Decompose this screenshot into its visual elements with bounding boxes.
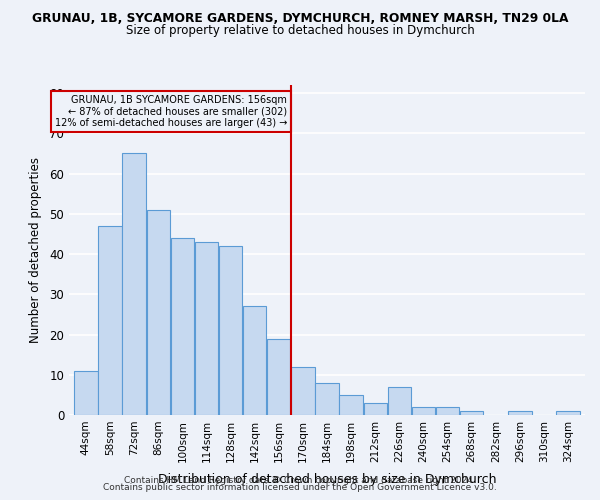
Bar	[388, 387, 411, 415]
Text: Contains public sector information licensed under the Open Government Licence v3: Contains public sector information licen…	[103, 484, 497, 492]
Bar	[74, 370, 98, 415]
Y-axis label: Number of detached properties: Number of detached properties	[29, 157, 43, 343]
Bar	[460, 411, 484, 415]
Bar	[291, 366, 314, 415]
Bar	[436, 407, 459, 415]
Bar	[556, 411, 580, 415]
Text: GRUNAU, 1B SYCAMORE GARDENS: 156sqm
← 87% of detached houses are smaller (302)
1: GRUNAU, 1B SYCAMORE GARDENS: 156sqm ← 87…	[55, 95, 287, 128]
Bar	[195, 242, 218, 415]
Bar	[219, 246, 242, 415]
X-axis label: Distribution of detached houses by size in Dymchurch: Distribution of detached houses by size …	[158, 473, 496, 486]
Bar	[243, 306, 266, 415]
Bar	[267, 338, 290, 415]
Bar	[364, 403, 387, 415]
Text: Contains HM Land Registry data © Crown copyright and database right 2024.: Contains HM Land Registry data © Crown c…	[124, 476, 476, 485]
Text: Size of property relative to detached houses in Dymchurch: Size of property relative to detached ho…	[125, 24, 475, 37]
Bar	[412, 407, 435, 415]
Bar	[146, 210, 170, 415]
Bar	[340, 395, 363, 415]
Bar	[122, 154, 146, 415]
Text: GRUNAU, 1B, SYCAMORE GARDENS, DYMCHURCH, ROMNEY MARSH, TN29 0LA: GRUNAU, 1B, SYCAMORE GARDENS, DYMCHURCH,…	[32, 12, 568, 26]
Bar	[98, 226, 122, 415]
Bar	[170, 238, 194, 415]
Bar	[508, 411, 532, 415]
Bar	[316, 383, 338, 415]
